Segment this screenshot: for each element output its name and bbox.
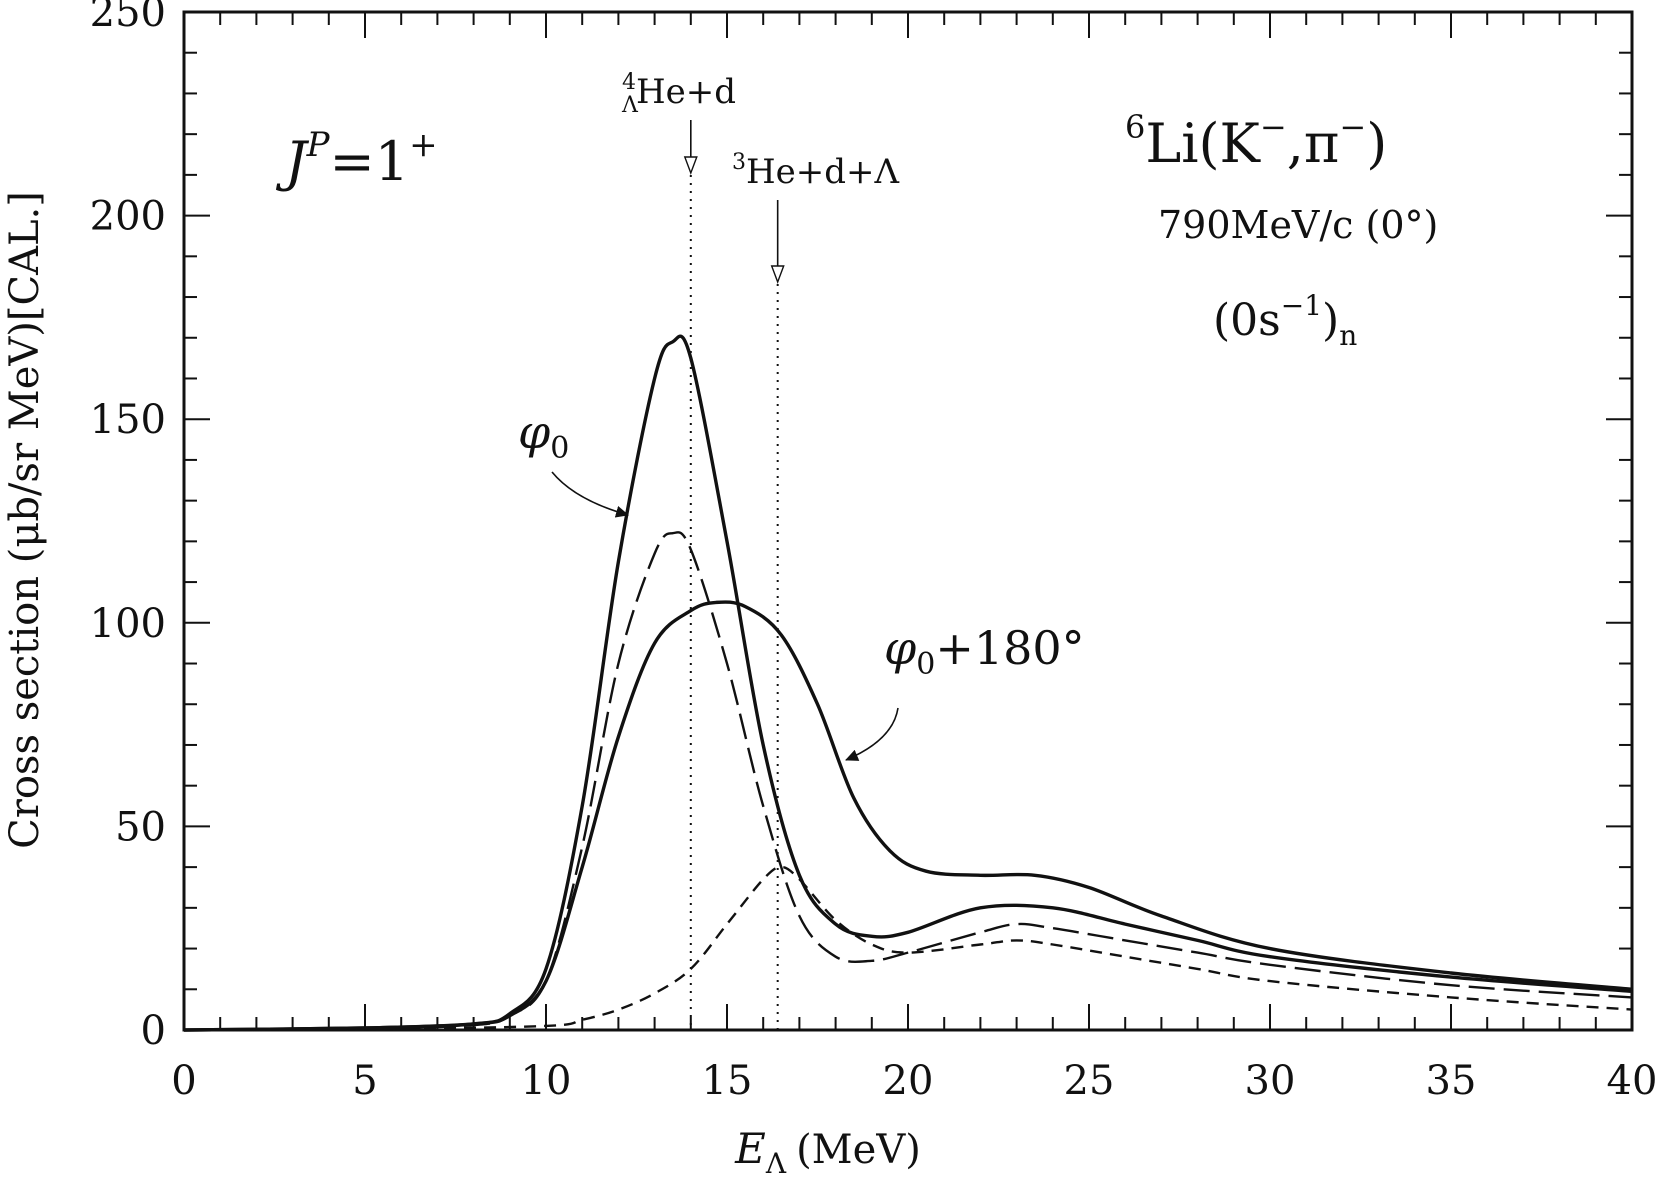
y-tick-label: 200 [90,194,166,240]
threshold-arrow-head [683,156,698,175]
series-line-2-long-dash [183,531,1633,1032]
y-tick-label: 100 [90,601,166,647]
x-tick-label: 0 [171,1058,196,1104]
momentum-label: 790MeV/c (0°) [1158,203,1438,247]
phi0-label: φ0 [518,405,569,466]
y-tick-label: 0 [141,1008,166,1054]
threshold-arrow-head [770,265,785,284]
threshold-label-3he-d-lambda: 3He+d+Λ [732,150,900,192]
series-group [183,334,1633,1032]
phi180-arrow [845,707,899,761]
x-tick-labels: 0 5 10 15 20 25 30 35 40 [171,1058,1657,1104]
threshold-label-sub: Λ [621,93,639,118]
y-axis-label: Cross section (μb/sr MeV)[CAL.] [2,191,48,849]
y-tick-label: 250 [90,0,166,36]
y-tick-labels: 0 50 100 150 200 250 [90,0,166,1054]
x-tick-label: 20 [883,1058,934,1104]
configuration-label: (0s−1)n [1213,289,1357,352]
x-tick-label: 30 [1245,1058,1296,1104]
x-tick-label: 25 [1064,1058,1115,1104]
series-line-3-short-dash [183,865,1633,1032]
series-line-4-solid [183,600,1633,1032]
series-line-1-solid [183,334,1633,1032]
y-tick-label: 150 [90,397,166,443]
x-tick-label: 5 [352,1058,377,1104]
threshold-label-4he-d: 4He+d [622,70,736,112]
x-tick-label: 35 [1426,1058,1477,1104]
threshold-lines [683,120,785,1030]
x-tick-label: 15 [702,1058,753,1104]
phi0-arrow [551,471,629,518]
x-axis-label: EΛ (MeV) [734,1124,921,1180]
x-tick-label: 40 [1607,1058,1658,1104]
x-tick-label: 10 [521,1058,572,1104]
reaction-label: 6Li(K−,π−) [1125,108,1387,175]
spin-parity-label: JP=1+ [275,125,438,193]
y-tick-label: 50 [115,804,166,850]
phi180-label: φ0+180° [884,621,1085,682]
